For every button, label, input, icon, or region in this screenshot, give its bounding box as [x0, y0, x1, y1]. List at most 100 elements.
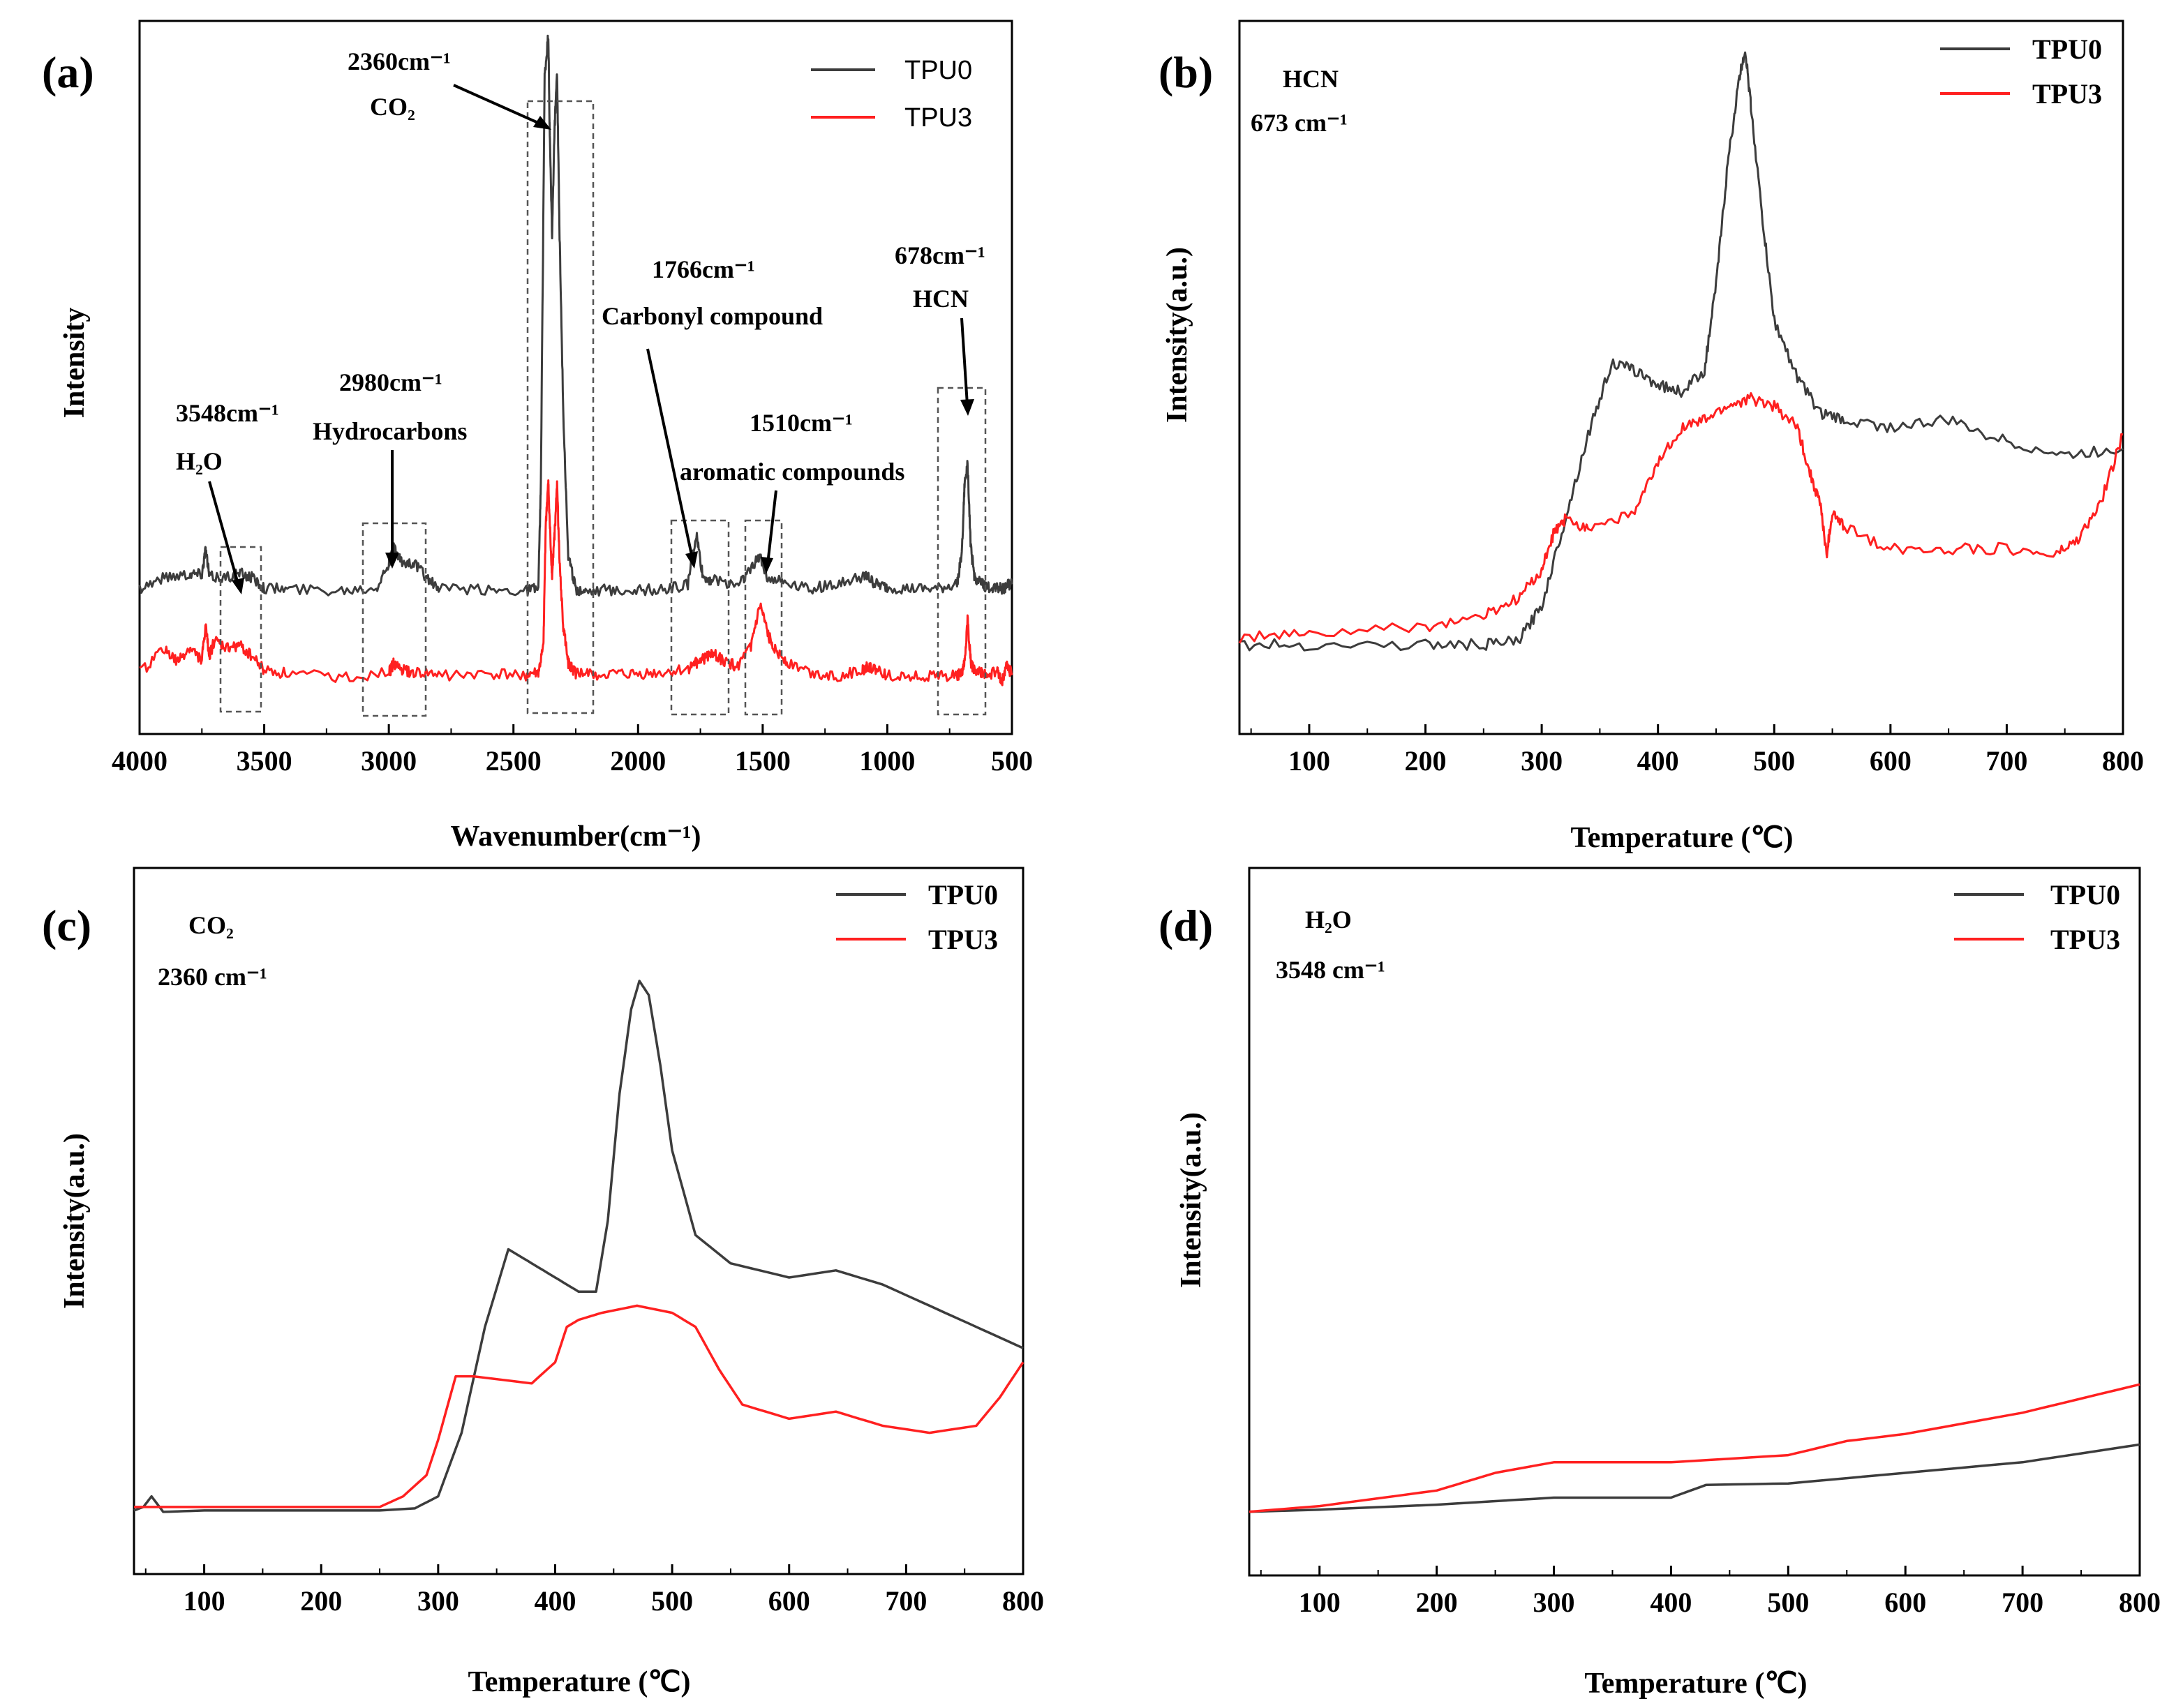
xtick-label-b-100: 100 — [1288, 745, 1330, 777]
ann-hc-wavenumber: 2980cm⁻¹ — [339, 368, 442, 396]
xtick-label-a-4000: 4000 — [112, 745, 167, 777]
arrowhead-hcn — [960, 399, 974, 416]
panel-d-lines — [1249, 1383, 2140, 1513]
panel-d-wavenumber: 3548 cm⁻¹ — [1276, 956, 1385, 984]
box-carbonyl — [670, 519, 730, 716]
panel-a-xticks: 4000 3500 3000 2500 2000 1500 1000 500 — [112, 724, 1033, 777]
panel-b-lines — [1238, 51, 2124, 652]
panel-b-ylabel: Intensity(a.u.) — [1161, 247, 1193, 423]
arrowhead-hc — [385, 553, 399, 569]
legend-d-tpu0-label: TPU0 — [2050, 879, 2120, 911]
panel-a-frame — [138, 20, 1013, 735]
ann-h2o-wavenumber: 3548cm⁻¹ — [176, 399, 279, 427]
panel-c-xlabel: Temperature (℃) — [468, 1666, 691, 1698]
ann-hcn-wavenumber: 678cm⁻¹ — [895, 241, 985, 269]
xtick-label-a-2000: 2000 — [610, 745, 666, 777]
legend-c-tpu0-label: TPU0 — [928, 879, 998, 911]
panel-a-label: (a) — [42, 47, 94, 97]
ann-aromatic-name: aromatic compounds — [680, 458, 904, 486]
panel-d-ylabel: Intensity(a.u.) — [1175, 1112, 1207, 1288]
xtick-label-d-100: 100 — [1299, 1587, 1341, 1618]
xtick-label-c-400: 400 — [534, 1585, 576, 1617]
legend-c-tpu3-label: TPU3 — [928, 924, 998, 955]
legend-b-tpu0-label: TPU0 — [2032, 33, 2102, 65]
panel-b-label: (b) — [1158, 47, 1213, 97]
series-line-b-tpu0 — [1239, 51, 2124, 652]
xtick-label-c-800: 800 — [1002, 1585, 1044, 1617]
panel-b-xticks: 100 200 300 400 500 600 700 800 — [1250, 724, 2144, 777]
series-line-d-tpu3 — [1249, 1383, 2140, 1513]
ann-hcn-name: HCN — [913, 285, 969, 313]
arrow-aromatic — [766, 490, 777, 564]
panel-a-xlabel: Wavenumber(cm⁻¹) — [450, 821, 701, 853]
panel-d-xticks: 100 200 300 400 500 600 700 800 — [1260, 1566, 2161, 1618]
legend-a-tpu0-label: TPU0 — [904, 56, 972, 85]
series-line-d-tpu0 — [1249, 1443, 2140, 1513]
ann-carbonyl-name: Carbonyl compound — [602, 302, 823, 330]
xtick-label-d-500: 500 — [1767, 1587, 1809, 1618]
xtick-label-c-500: 500 — [651, 1585, 693, 1617]
panel-b-xlabel: Temperature (℃) — [1571, 822, 1794, 854]
panel-c-wavenumber: 2360 cm⁻¹ — [158, 963, 267, 991]
series-line-c-tpu0 — [133, 980, 1024, 1513]
xtick-label-c-300: 300 — [417, 1585, 459, 1617]
xtick-label-b-400: 400 — [1637, 745, 1679, 777]
series-line-a-tpu3 — [139, 479, 1013, 687]
panel-b-wavenumber: 673 cm⁻¹ — [1251, 109, 1348, 137]
panel-b-frame — [1238, 20, 2124, 735]
ann-hc-name: Hydrocarbons — [313, 417, 467, 445]
panel-c-gas: CO₂ — [188, 911, 234, 939]
xtick-label-a-1500: 1500 — [735, 745, 791, 777]
panel-c-lines — [133, 980, 1025, 1513]
xtick-label-b-600: 600 — [1870, 745, 1912, 777]
ann-h2o-name: H₂O — [176, 447, 223, 475]
panel-c-frame — [133, 867, 1025, 1575]
panel-a: (a) 4000 3500 3000 2500 2000 1500 1000 500 Wave… — [42, 20, 1033, 853]
panel-d-label: (d) — [1158, 901, 1213, 950]
panel-c-xticks: 100 200 300 400 500 600 700 800 — [144, 1564, 1044, 1617]
panel-c-label: (c) — [42, 901, 91, 950]
legend-a-tpu3-label: TPU3 — [904, 103, 972, 133]
xtick-label-d-300: 300 — [1533, 1587, 1575, 1618]
series-line-b-tpu3 — [1238, 392, 2124, 644]
xtick-label-c-200: 200 — [300, 1585, 342, 1617]
panel-a-lines — [138, 34, 1013, 687]
legend-d-tpu3-label: TPU3 — [2050, 924, 2120, 955]
box-co2 — [526, 100, 595, 714]
xtick-label-d-400: 400 — [1650, 1587, 1692, 1618]
xtick-label-a-2500: 2500 — [486, 745, 542, 777]
xtick-label-d-200: 200 — [1416, 1587, 1458, 1618]
panel-c-ylabel: Intensity(a.u.) — [59, 1133, 91, 1309]
box-hydrocarbons — [362, 522, 427, 717]
panel-d-frame — [1248, 867, 2141, 1577]
box-aromatic — [744, 519, 783, 716]
xtick-label-b-300: 300 — [1521, 745, 1563, 777]
panel-d-xlabel: Temperature (℃) — [1585, 1668, 1808, 1700]
xtick-label-c-700: 700 — [885, 1585, 927, 1617]
xtick-label-a-1000: 1000 — [859, 745, 915, 777]
arrowhead-h2o — [232, 578, 244, 594]
panel-d: (d) 100 200 300 400 500 600 700 800 H₂O 3548 cm… — [1158, 867, 2161, 1700]
xtick-label-a-3000: 3000 — [361, 745, 417, 777]
xtick-label-c-100: 100 — [184, 1585, 225, 1617]
arrow-h2o — [208, 481, 240, 587]
arrow-carbonyl — [646, 348, 694, 559]
panel-d-gas: H₂O — [1305, 906, 1352, 934]
panel-a-ylabel: Intensity — [59, 308, 91, 419]
xtick-label-b-700: 700 — [1985, 745, 2027, 777]
xtick-label-d-600: 600 — [1884, 1587, 1926, 1618]
arrow-co2 — [453, 84, 545, 127]
ann-co2-wavenumber: 2360cm⁻¹ — [348, 47, 451, 75]
box-hcn — [937, 387, 987, 716]
panel-b: (b) 100 200 300 400 500 600 700 800 HCN 673 cm⁻… — [1158, 20, 2144, 854]
xtick-label-b-500: 500 — [1753, 745, 1795, 777]
ann-aromatic-wavenumber: 1510cm⁻¹ — [750, 409, 853, 437]
legend-b-tpu3-label: TPU3 — [2032, 78, 2102, 110]
series-line-c-tpu3 — [134, 1304, 1025, 1508]
arrowhead-co2 — [533, 116, 551, 130]
ann-co2-name: CO₂ — [370, 93, 415, 121]
arrowhead-aromatic — [761, 557, 773, 574]
xtick-label-a-500: 500 — [991, 745, 1033, 777]
xtick-label-d-800: 800 — [2119, 1587, 2161, 1618]
